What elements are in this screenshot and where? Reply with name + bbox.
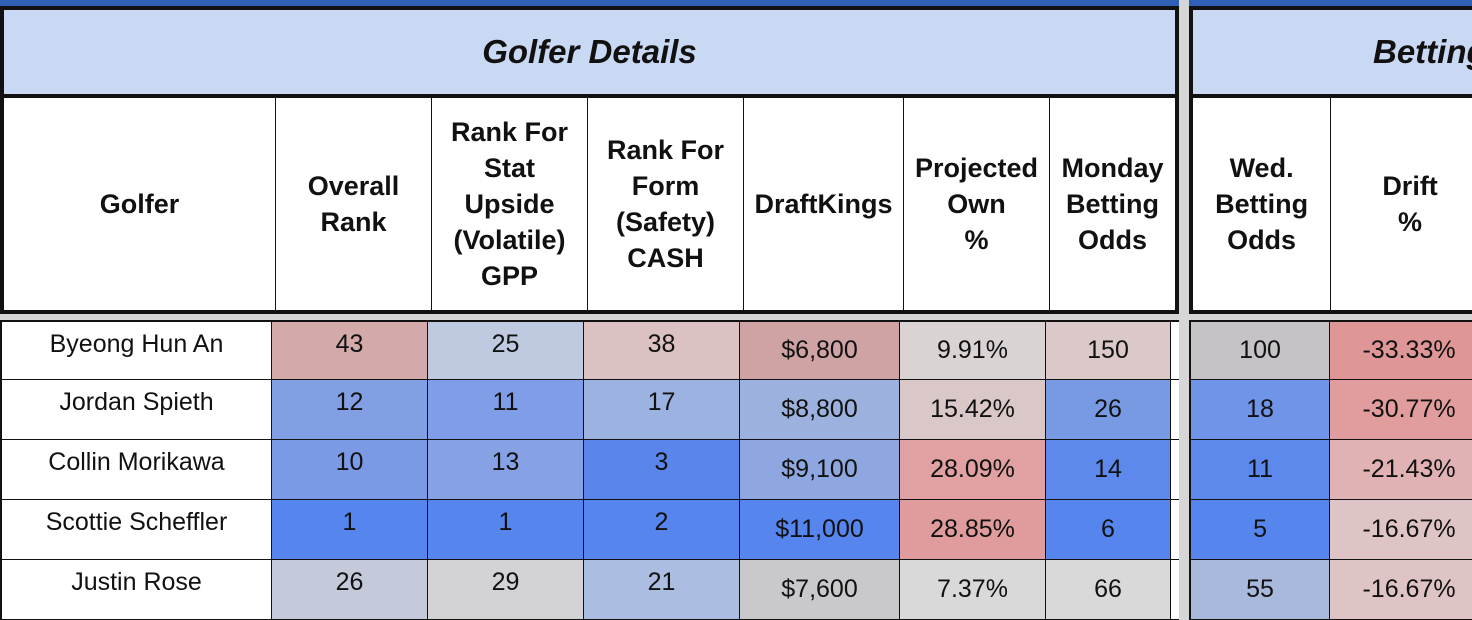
- betting-title-text: Betting: [1373, 33, 1472, 70]
- golfer-details-body: Byeong Hun An 43 25 38 $6,800 9.91% 150 Jordan …: [0, 320, 1179, 620]
- cell-rank-cash[interactable]: 17: [584, 380, 740, 439]
- cell-draftkings[interactable]: $6,800: [740, 322, 900, 379]
- cell-wed-odds[interactable]: 100: [1191, 322, 1331, 379]
- cell-rank-gpp[interactable]: 25: [428, 322, 584, 379]
- cell-rank-cash[interactable]: 3: [584, 440, 740, 499]
- header-wed-odds: Wed. Betting Odds: [1193, 98, 1332, 310]
- table-row: Jordan Spieth 12 11 17 $8,800 15.42% 26: [2, 380, 1179, 440]
- golfer-name-cell[interactable]: Scottie Scheffler: [2, 500, 272, 559]
- section-separator: [1179, 0, 1189, 620]
- cell-overall-rank[interactable]: 12: [272, 380, 428, 439]
- golfer-name-cell[interactable]: Byeong Hun An: [2, 322, 272, 379]
- cell-drift[interactable]: -16.67%: [1330, 560, 1472, 619]
- cell-rank-gpp[interactable]: 13: [428, 440, 584, 499]
- cell-drift[interactable]: -16.67%: [1330, 500, 1472, 559]
- betting-header-row: Wed. Betting Odds Drift %: [1189, 98, 1472, 314]
- cell-monday-odds[interactable]: 26: [1046, 380, 1171, 439]
- table-row: Justin Rose 26 29 21 $7,600 7.37% 66: [2, 560, 1179, 620]
- cell-rank-cash[interactable]: 2: [584, 500, 740, 559]
- cell-rank-cash[interactable]: 38: [584, 322, 740, 379]
- cell-draftkings[interactable]: $8,800: [740, 380, 900, 439]
- table-row: 100 -33.33%: [1191, 322, 1472, 380]
- cell-projected-own[interactable]: 9.91%: [900, 322, 1046, 379]
- betting-title: Betting: [1189, 6, 1472, 98]
- table-row: Collin Morikawa 10 13 3 $9,100 28.09% 14: [2, 440, 1179, 500]
- cell-wed-odds[interactable]: 18: [1191, 380, 1331, 439]
- header-drift: Drift %: [1382, 171, 1438, 237]
- golfer-details-title-text: Golfer Details: [482, 33, 697, 70]
- cell-rank-gpp[interactable]: 1: [428, 500, 584, 559]
- cell-overall-rank[interactable]: 1: [272, 500, 428, 559]
- cell-rank-gpp[interactable]: 29: [428, 560, 584, 619]
- golfer-details-title: Golfer Details: [0, 6, 1179, 98]
- cell-draftkings[interactable]: $9,100: [740, 440, 900, 499]
- cell-rank-cash[interactable]: 21: [584, 560, 740, 619]
- header-golfer: Golfer: [4, 98, 276, 310]
- cell-overall-rank[interactable]: 43: [272, 322, 428, 379]
- header-rank-gpp: Rank For Stat Upside (Volatile) GPP: [432, 98, 588, 310]
- golfer-name-cell[interactable]: Justin Rose: [2, 560, 272, 619]
- golfer-name-cell[interactable]: Collin Morikawa: [2, 440, 272, 499]
- cell-monday-odds[interactable]: 6: [1046, 500, 1171, 559]
- header-rank-cash: Rank For Form (Safety) CASH: [588, 98, 744, 310]
- cell-draftkings[interactable]: $11,000: [740, 500, 900, 559]
- header-draftkings: DraftKings: [744, 98, 904, 310]
- cell-draftkings[interactable]: $7,600: [740, 560, 900, 619]
- cell-wed-odds[interactable]: 5: [1191, 500, 1331, 559]
- table-row: 11 -21.43%: [1191, 440, 1472, 500]
- header-projected-own: Projected Own %: [904, 98, 1050, 310]
- cell-projected-own[interactable]: 15.42%: [900, 380, 1046, 439]
- cell-drift[interactable]: -30.77%: [1330, 380, 1472, 439]
- cell-overall-rank[interactable]: 10: [272, 440, 428, 499]
- cell-rank-gpp[interactable]: 11: [428, 380, 584, 439]
- golfer-name-cell[interactable]: Jordan Spieth: [2, 380, 272, 439]
- cell-wed-odds[interactable]: 11: [1191, 440, 1331, 499]
- betting-body: 100 -33.33% 18 -30.77% 11 -21.43% 5 -16.67% 55 -1…: [1189, 320, 1472, 620]
- cell-drift[interactable]: -21.43%: [1330, 440, 1472, 499]
- cell-monday-odds[interactable]: 14: [1046, 440, 1171, 499]
- table-row: Scottie Scheffler 1 1 2 $11,000 28.85% 6: [2, 500, 1179, 560]
- cell-projected-own[interactable]: 28.09%: [900, 440, 1046, 499]
- table-row: 18 -30.77%: [1191, 380, 1472, 440]
- table-row: 5 -16.67%: [1191, 500, 1472, 560]
- table-row: 55 -16.67%: [1191, 560, 1472, 620]
- cell-projected-own[interactable]: 7.37%: [900, 560, 1046, 619]
- cell-monday-odds[interactable]: 66: [1046, 560, 1171, 619]
- cell-monday-odds[interactable]: 150: [1046, 322, 1171, 379]
- cell-drift[interactable]: -33.33%: [1330, 322, 1472, 379]
- header-monday-odds: Monday Betting Odds: [1061, 153, 1164, 255]
- cell-projected-own[interactable]: 28.85%: [900, 500, 1046, 559]
- table-row: Byeong Hun An 43 25 38 $6,800 9.91% 150: [2, 322, 1179, 380]
- cell-wed-odds[interactable]: 55: [1191, 560, 1331, 619]
- cell-overall-rank[interactable]: 26: [272, 560, 428, 619]
- golfer-details-header-row: Golfer Overall Rank Rank For Stat Upside (…: [0, 98, 1179, 314]
- header-overall-rank: Overall Rank: [276, 98, 432, 310]
- top-accent-bar: [0, 0, 1472, 6]
